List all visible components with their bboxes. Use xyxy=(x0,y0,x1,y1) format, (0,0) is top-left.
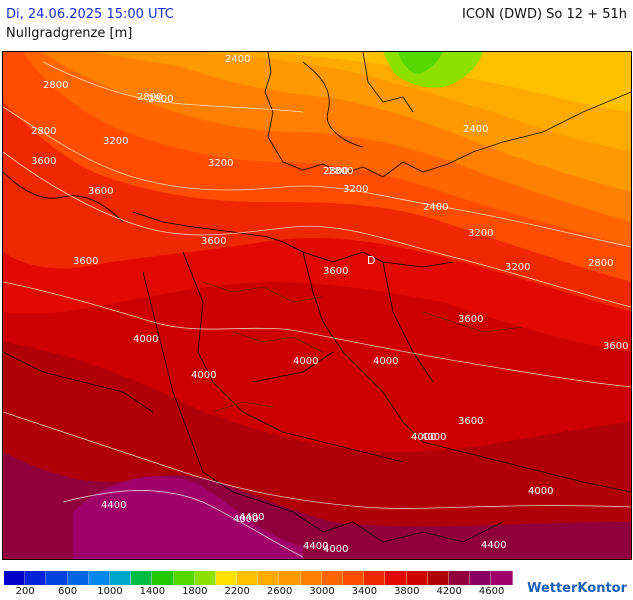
legend-swatch xyxy=(67,571,89,585)
model-run-label: ICON (DWD) So 12 + 51h xyxy=(462,7,627,22)
legend-swatch xyxy=(258,571,280,585)
contour-label: 2800 xyxy=(328,166,353,177)
contour-label: 2400 xyxy=(463,124,488,135)
contour-label: 4000 xyxy=(191,370,216,381)
legend-tick: 3000 xyxy=(309,586,335,597)
contour-label: 4400 xyxy=(101,500,126,511)
contour-label: 2800 xyxy=(588,258,613,269)
contour-label: 3200 xyxy=(343,184,368,195)
legend-swatch xyxy=(427,571,449,585)
parameter-label: Nullgradgrenze [m] xyxy=(6,26,133,41)
legend-swatch xyxy=(173,571,195,585)
contour-label: 3600 xyxy=(73,256,98,267)
contour-label: 4000 xyxy=(411,432,436,443)
legend-swatch xyxy=(300,571,322,585)
band-4600 xyxy=(73,476,303,559)
legend-swatch xyxy=(406,571,428,585)
legend-swatch xyxy=(279,571,301,585)
brand-logo: WetterKontor xyxy=(527,581,627,596)
legend-swatch xyxy=(321,571,343,585)
contour-label: 3600 xyxy=(458,416,483,427)
legend-tick: 2200 xyxy=(224,586,250,597)
legend-tick: 4600 xyxy=(478,586,505,597)
contour-label: 3200 xyxy=(103,136,128,147)
contour-label: 3600 xyxy=(31,156,56,167)
contour-labels: 2800280024002800280024003200320036003600… xyxy=(31,54,628,555)
legend-swatch xyxy=(46,571,68,585)
legend-tick: 600 xyxy=(58,586,78,597)
legend-tick: 1000 xyxy=(97,586,123,597)
contour-label: 2800 xyxy=(148,94,173,105)
contour-label: 4000 xyxy=(133,334,158,345)
legend-tick: 1800 xyxy=(182,586,208,597)
regional-borders xyxy=(202,281,524,413)
contour-label: 2400 xyxy=(423,202,448,213)
country-borders xyxy=(3,211,631,543)
contour-label: 2800 xyxy=(43,80,68,91)
contour-label: 2800 xyxy=(323,166,348,177)
band-2400 xyxy=(263,52,631,112)
contour-label: 4400 xyxy=(303,541,328,552)
legend-ticks: 200 600 1000 1400 1800 2200 2600 3000 3400 3800 42… xyxy=(0,586,520,600)
contour-label: 4000 xyxy=(233,514,258,525)
contour-label: 2800 xyxy=(137,92,162,103)
contour-label: 4400 xyxy=(239,512,264,523)
contour-label: 4000 xyxy=(528,486,553,497)
header: Di, 24.06.2025 15:00 UTC ICON (DWD) So 1… xyxy=(0,0,633,50)
legend-tick: 2600 xyxy=(266,586,293,597)
band-2000 xyxy=(398,52,443,74)
legend-swatch xyxy=(215,571,238,585)
contour-label: 4000 xyxy=(421,432,446,443)
contour-label: 3600 xyxy=(88,186,113,197)
contour-label: 3200 xyxy=(208,158,233,169)
legend-swatch xyxy=(88,571,110,585)
legend-swatch xyxy=(152,571,174,585)
contour-lines xyxy=(3,61,631,558)
legend-tick: 3400 xyxy=(351,586,378,597)
color-legend xyxy=(4,571,513,585)
contour-label: 3600 xyxy=(201,236,226,247)
legend-swatch xyxy=(131,571,153,585)
contour-label: 4000 xyxy=(323,544,348,555)
contour-label: 3200 xyxy=(505,262,530,273)
contour-label: 4000 xyxy=(373,356,398,367)
legend-swatch xyxy=(470,571,492,585)
coastlines xyxy=(3,52,631,223)
legend-tick: 4200 xyxy=(436,586,462,597)
legend-swatch xyxy=(25,571,47,585)
legend-tick: 200 xyxy=(15,586,35,597)
map-canvas[interactable]: 2800 2800 2400 2800 2800 2400 3200 3200 3600 3600… xyxy=(2,51,632,560)
contour-label: 3200 xyxy=(468,228,493,239)
contour-label: 2400 xyxy=(225,54,250,65)
legend-swatch xyxy=(109,571,132,585)
contour-label: 4400 xyxy=(481,540,506,551)
contour-label: 3600 xyxy=(603,341,628,352)
legend-swatch xyxy=(448,571,471,585)
contour-label: 3600 xyxy=(323,266,348,277)
low-pressure-marker: D xyxy=(367,254,375,267)
legend-swatch xyxy=(237,571,259,585)
valid-time-label: Di, 24.06.2025 15:00 UTC xyxy=(6,7,174,22)
freezing-level-map: 2800280024002800280024003200320036003600… xyxy=(3,52,631,559)
contour-label: 2800 xyxy=(31,126,56,137)
legend-swatch xyxy=(343,571,365,585)
contour-label: 3600 xyxy=(458,314,483,325)
legend-swatch xyxy=(385,571,407,585)
contour-label: 4000 xyxy=(293,356,318,367)
legend-tick: 1400 xyxy=(139,586,166,597)
legend-swatch xyxy=(491,571,513,585)
legend-swatch xyxy=(194,571,216,585)
legend-swatch xyxy=(364,571,386,585)
legend-swatch xyxy=(4,571,26,585)
legend-tick: 3800 xyxy=(394,586,420,597)
